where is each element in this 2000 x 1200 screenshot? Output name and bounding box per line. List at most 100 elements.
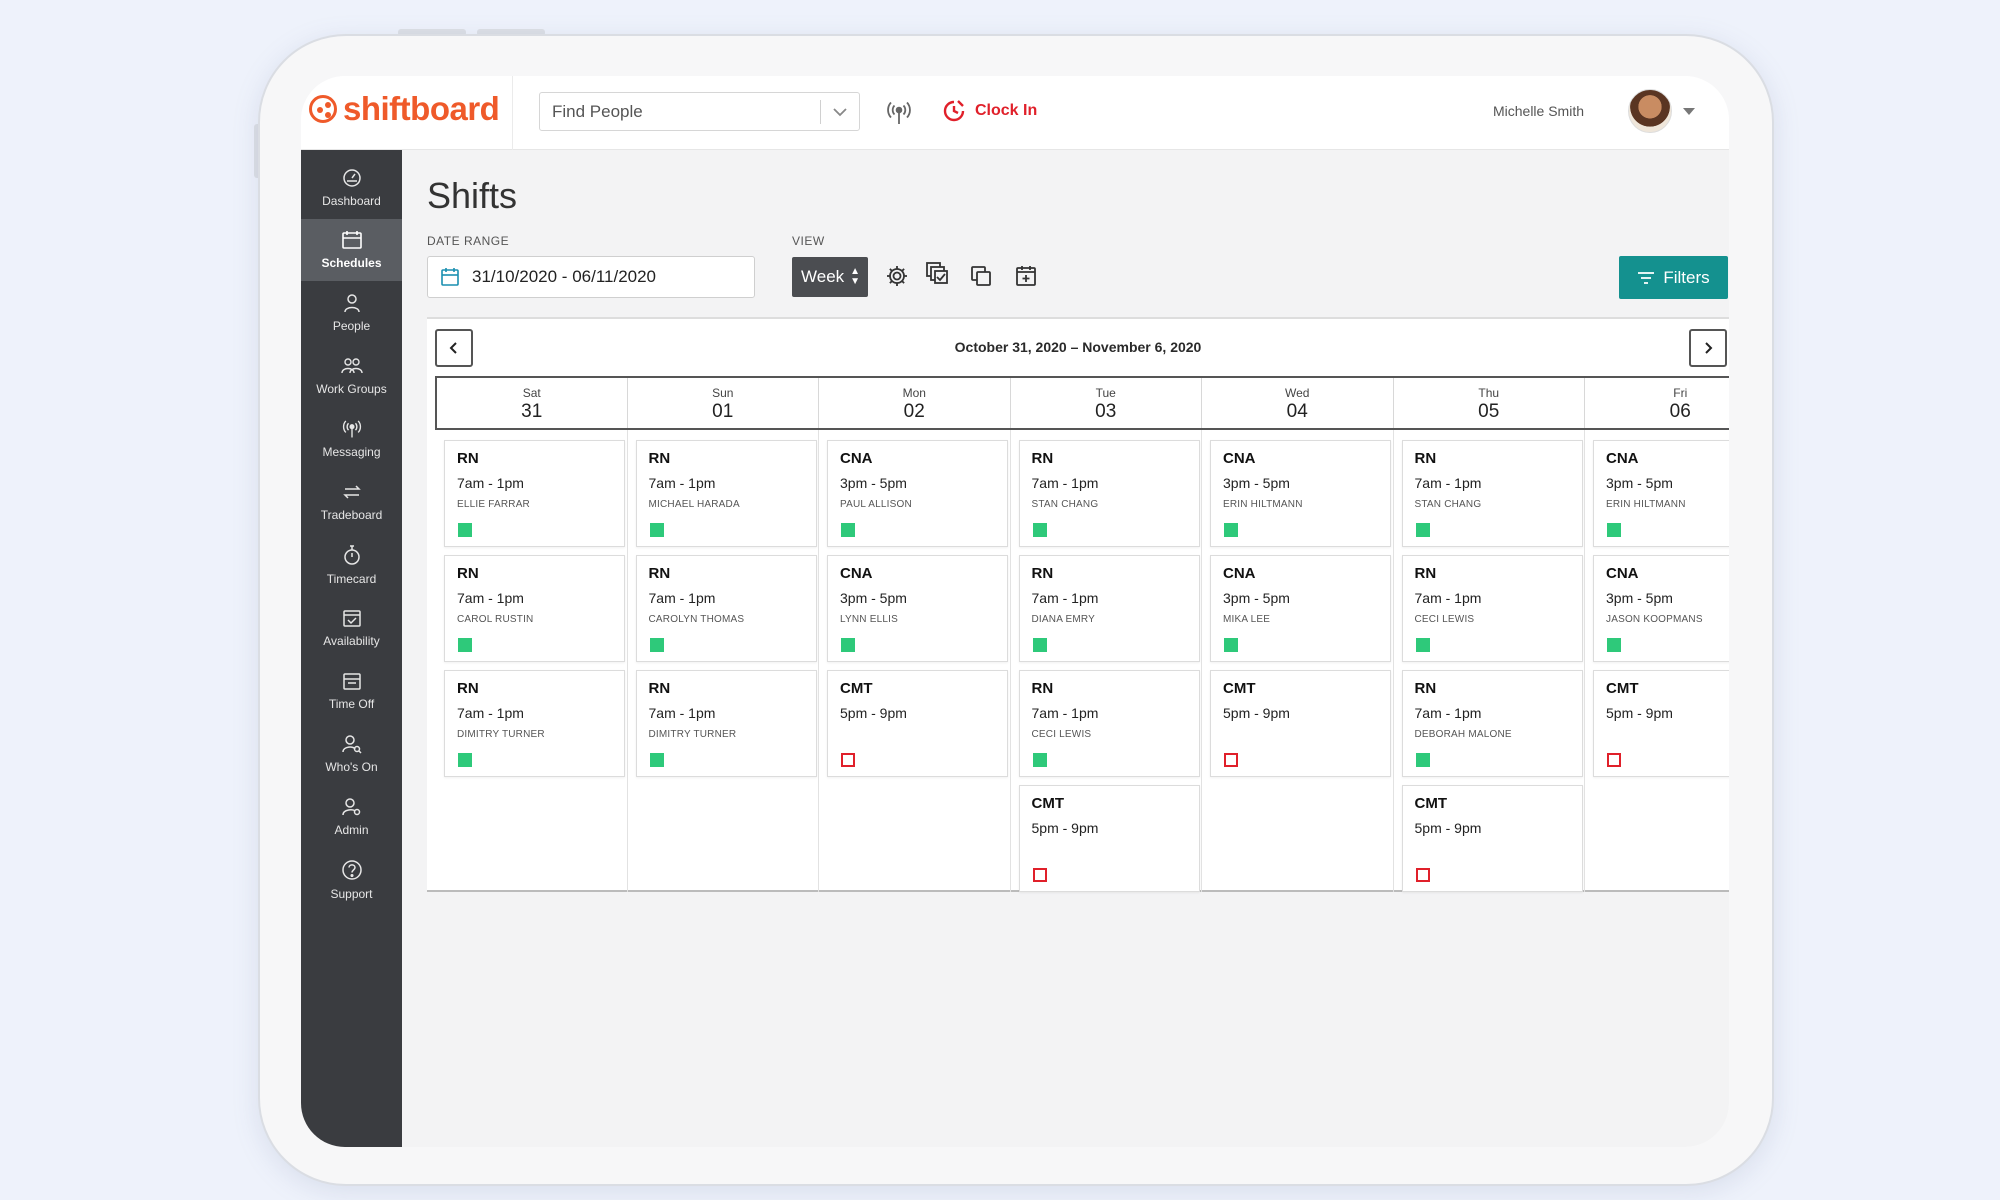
open-shift-indicator xyxy=(1415,868,1430,882)
sidebar-item-label: Schedules xyxy=(321,256,382,270)
add-calendar-icon[interactable] xyxy=(1014,264,1040,290)
column-divider xyxy=(1201,430,1202,892)
clock-in-button[interactable]: Clock In xyxy=(941,98,1037,124)
shift-assignee: DEBORAH MALONE xyxy=(1414,729,1512,740)
sidebar-item-whos-on[interactable]: Who's On xyxy=(301,723,402,785)
sidebar-item-label: People xyxy=(332,319,371,333)
sidebar-item-label: Tradeboard xyxy=(320,508,383,522)
shift-card[interactable]: RN 7am - 1pm DIANA EMRY xyxy=(1018,555,1200,662)
user-name[interactable]: Michelle Smith xyxy=(1492,103,1584,119)
sidebar-item-admin[interactable]: Admin xyxy=(301,786,402,848)
date-range-input[interactable]: 31/10/2020 - 06/11/2020 xyxy=(427,256,755,298)
gear-icon[interactable] xyxy=(885,264,911,290)
view-select[interactable]: Week ▲ ▼ xyxy=(792,257,868,297)
filter-icon xyxy=(1638,271,1655,284)
chevron-down-icon[interactable] xyxy=(821,104,859,120)
shift-card[interactable]: CNA 3pm - 5pm PAUL ALLISON xyxy=(827,440,1008,547)
caret-down-icon[interactable] xyxy=(1683,108,1695,115)
shift-role: RN xyxy=(457,565,479,582)
shift-card[interactable]: CMT 5pm - 9pm xyxy=(1401,785,1583,892)
sidebar-item-tradeboard[interactable]: Tradeboard xyxy=(301,471,402,533)
shift-role: CNA xyxy=(840,565,873,582)
sidebar-item-dashboard[interactable]: Dashboard xyxy=(301,157,402,219)
shift-card[interactable]: CNA 3pm - 5pm MIKA LEE xyxy=(1210,555,1391,662)
shift-time: 5pm - 9pm xyxy=(1031,820,1099,836)
shift-assignee: STAN CHANG xyxy=(1031,499,1099,510)
sidebar-item-people[interactable]: People xyxy=(301,282,402,344)
shift-time: 5pm - 9pm xyxy=(1606,705,1673,721)
sidebar-item-time-off[interactable]: Time Off xyxy=(301,660,402,722)
filters-button[interactable]: Filters xyxy=(1619,256,1728,299)
shift-card[interactable]: CMT 5pm - 9pm xyxy=(1210,670,1391,777)
shift-card[interactable]: RN 7am - 1pm CAROL RUSTIN xyxy=(444,555,625,662)
divider xyxy=(512,76,513,150)
shift-card[interactable]: RN 7am - 1pm STAN CHANG xyxy=(1018,440,1200,547)
calendar-range-title: October 31, 2020 – November 6, 2020 xyxy=(954,339,1202,355)
find-people-select[interactable]: Find People xyxy=(539,92,860,131)
next-week-button[interactable] xyxy=(1689,329,1727,367)
main-content: Shifts DATE RANGE 31/10/2020 - 06/11/202… xyxy=(402,150,1729,1147)
filled-shift-indicator xyxy=(1607,638,1621,652)
shift-role: RN xyxy=(648,565,671,582)
shift-card[interactable]: CMT 5pm - 9pm xyxy=(1018,785,1200,892)
shift-card[interactable]: CNA 3pm - 5pm ERIN HILTMANN xyxy=(1210,440,1391,547)
shift-card[interactable]: RN 7am - 1pm MICHAEL HARADA xyxy=(635,440,817,547)
shift-card[interactable]: CNA 3pm - 5pm ERIN HILTMANN xyxy=(1593,440,1729,547)
shift-assignee: DIMITRY TURNER xyxy=(457,729,545,740)
shift-card[interactable]: CNA 3pm - 5pm LYNN ELLIS xyxy=(827,555,1008,662)
day-header[interactable]: Sun 01 xyxy=(626,378,819,428)
column-divider xyxy=(1009,430,1011,892)
sidebar-item-availability[interactable]: Availability xyxy=(301,597,402,659)
shift-assignee: ELLIE FARRAR xyxy=(457,499,530,510)
shift-card[interactable]: CMT 5pm - 9pm xyxy=(1593,670,1729,777)
shiftboard-logo[interactable]: shiftboard xyxy=(309,90,500,128)
shift-card[interactable]: RN 7am - 1pm ELLIE FARRAR xyxy=(444,440,625,547)
copy-icon[interactable] xyxy=(969,264,995,290)
shift-card[interactable]: CMT 5pm - 9pm xyxy=(827,670,1008,777)
sidebar-item-messaging[interactable]: Messaging xyxy=(301,408,402,470)
top-bar: shiftboard Find People Clock In Miche xyxy=(301,76,1729,150)
day-header[interactable]: Sat 31 xyxy=(435,378,627,428)
shift-assignee: CAROL RUSTIN xyxy=(457,614,534,625)
shift-assignee: STAN CHANG xyxy=(1414,499,1482,510)
day-header[interactable]: Thu 05 xyxy=(1392,378,1585,428)
shift-role: CMT xyxy=(840,680,873,697)
shift-card[interactable]: RN 7am - 1pm CECI LEWIS xyxy=(1401,555,1583,662)
column-divider xyxy=(626,430,628,892)
find-people-placeholder: Find People xyxy=(552,101,643,121)
shift-card[interactable]: RN 7am - 1pm DIMITRY TURNER xyxy=(444,670,625,777)
day-header[interactable]: Tue 03 xyxy=(1009,378,1202,428)
shift-card[interactable]: RN 7am - 1pm DIMITRY TURNER xyxy=(635,670,817,777)
day-headers: Sat 31 Sun 01 Mon 02 Tue 03 Wed 04 Thu 05 Fri 06 xyxy=(435,376,1729,430)
shift-time: 5pm - 9pm xyxy=(840,705,907,721)
shift-role: RN xyxy=(648,450,671,467)
shift-role: RN xyxy=(648,680,671,697)
avatar[interactable] xyxy=(1628,89,1672,133)
shift-time: 7am - 1pm xyxy=(1031,705,1099,721)
broadcast-icon[interactable] xyxy=(886,100,912,126)
day-header[interactable]: Mon 02 xyxy=(818,378,1010,428)
sidebar-item-label: Timecard xyxy=(326,572,377,586)
shift-card[interactable]: RN 7am - 1pm DEBORAH MALONE xyxy=(1401,670,1583,777)
prev-week-button[interactable] xyxy=(435,329,473,367)
day-header[interactable]: Fri 06 xyxy=(1584,378,1729,428)
shift-card[interactable]: RN 7am - 1pm STAN CHANG xyxy=(1401,440,1583,547)
shift-time: 7am - 1pm xyxy=(1414,705,1482,721)
shift-time: 3pm - 5pm xyxy=(1223,590,1290,606)
sidebar-item-timecard[interactable]: Timecard xyxy=(301,534,402,596)
shift-time: 7am - 1pm xyxy=(648,705,716,721)
day-header[interactable]: Wed 04 xyxy=(1201,378,1393,428)
sidebar-item-support[interactable]: Support xyxy=(301,849,402,911)
sidebar-item-work-groups[interactable]: Work Groups xyxy=(301,345,402,407)
shift-card[interactable]: CNA 3pm - 5pm JASON KOOPMANS xyxy=(1593,555,1729,662)
sidebar-item-schedules[interactable]: Schedules xyxy=(301,219,402,281)
swap-icon xyxy=(342,485,361,499)
day-name: Mon xyxy=(902,386,926,400)
shift-assignee: DIANA EMRY xyxy=(1031,614,1095,625)
chevron-right-icon xyxy=(1705,342,1713,354)
shift-card[interactable]: RN 7am - 1pm CECI LEWIS xyxy=(1018,670,1200,777)
filters-label: Filters xyxy=(1663,267,1710,287)
shift-card[interactable]: RN 7am - 1pm CAROLYN THOMAS xyxy=(635,555,817,662)
layers-icon[interactable] xyxy=(925,261,951,287)
shift-assignee: CECI LEWIS xyxy=(1031,729,1092,740)
